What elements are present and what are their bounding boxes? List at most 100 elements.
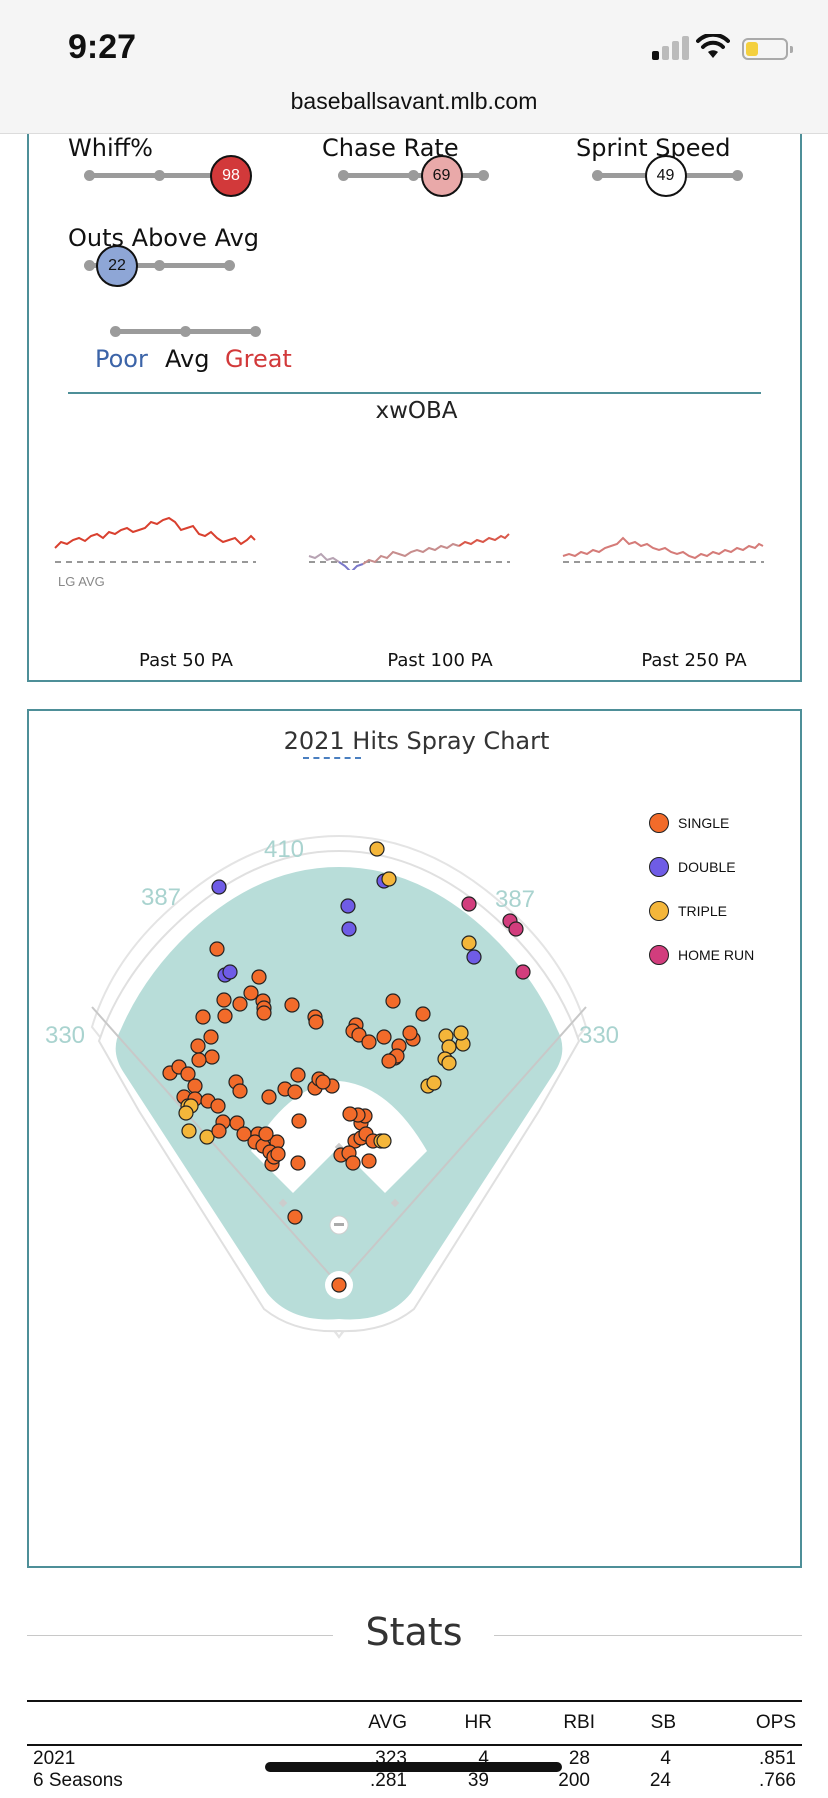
cell-sb: 24 [649,1770,671,1791]
hit-triple[interactable] [199,1129,215,1145]
hit-single[interactable] [203,1029,219,1045]
hit-single[interactable] [251,969,267,985]
hit-single[interactable] [402,1025,418,1041]
distance-left-line: 330 [45,1022,85,1049]
col-rbi[interactable]: RBI [563,1712,595,1733]
row-label: 6 Seasons [33,1770,123,1791]
percentile-bubble[interactable]: 22 [96,245,138,287]
legend-avg: Avg [165,345,210,373]
cell-rbi: 200 [558,1770,590,1791]
cell-avg: .281 [370,1770,407,1791]
col-ops[interactable]: OPS [755,1712,796,1733]
hit-single[interactable] [180,1066,196,1082]
xwoba-sparkline-250[interactable] [559,500,769,570]
hit-single[interactable] [191,1052,207,1068]
hit-single[interactable] [261,1089,277,1105]
hit-double[interactable] [466,949,482,965]
hit-single[interactable] [345,1155,361,1171]
metric-whiff: Whiff% 98 [68,134,268,204]
hit-home-run[interactable] [508,921,524,937]
clock: 9:27 [68,28,137,66]
hit-single[interactable] [315,1074,331,1090]
hit-single[interactable] [291,1113,307,1129]
hit-triple[interactable] [376,1133,392,1149]
hit-triple[interactable] [441,1055,457,1071]
hit-single[interactable] [204,1049,220,1065]
distance-right-line: 330 [579,1022,619,1049]
percentile-bubble[interactable]: 49 [644,155,687,197]
distance-left-center: 387 [141,884,181,911]
spray-chart-title[interactable]: 2021 Hits Spray Chart [283,727,550,755]
hit-single[interactable] [209,941,225,957]
hit-single[interactable] [381,1053,397,1069]
hit-single[interactable] [290,1155,306,1171]
hit-single[interactable] [210,1098,226,1114]
metric-label: Outs Above Avg [68,224,260,252]
stats-header-row: AVG HR RBI SB OPS [27,1702,802,1746]
spray-chart-card: 2021 Hits Spray Chart 410 387 387 330 33… [27,709,802,1568]
hit-double[interactable] [222,964,238,980]
hit-single[interactable] [216,992,232,1008]
hit-single[interactable] [342,1106,358,1122]
title-underline [303,757,361,759]
hit-single[interactable] [270,1146,286,1162]
hit-single[interactable] [187,1078,203,1094]
hit-single[interactable] [331,1277,347,1293]
hit-single[interactable] [217,1008,233,1024]
hit-single[interactable] [256,1005,272,1021]
baseball-field: 410 387 387 330 330 [45,834,619,1339]
hit-single[interactable] [243,985,259,1001]
hit-triple[interactable] [461,935,477,951]
hit-single[interactable] [195,1009,211,1025]
hit-single[interactable] [415,1006,431,1022]
stats-rule-left [27,1635,333,1636]
percentile-legend: Poor Avg Great [85,326,292,399]
hit-triple[interactable] [426,1075,442,1091]
hit-single[interactable] [376,1029,392,1045]
hit-home-run[interactable] [461,896,477,912]
hit-single[interactable] [284,997,300,1013]
hit-triple[interactable] [369,841,385,857]
hit-double[interactable] [341,921,357,937]
legend-great: Great [225,345,292,373]
percentile-bubble[interactable]: 69 [420,155,463,197]
hit-single[interactable] [287,1084,303,1100]
stats-rule-right [494,1635,802,1636]
col-avg[interactable]: AVG [368,1712,407,1733]
hit-single[interactable] [308,1014,324,1030]
distance-right-center: 387 [495,886,535,913]
col-sb[interactable]: SB [650,1712,676,1733]
hit-single[interactable] [229,1115,245,1131]
address-bar-url[interactable]: baseballsavant.mlb.com [290,88,538,114]
hit-single[interactable] [385,993,401,1009]
metric-chase-rate: Chase Rate 69 [322,134,522,204]
xwoba-sparkline-100[interactable] [305,500,515,570]
home-indicator[interactable] [265,1762,562,1772]
hit-single[interactable] [190,1038,206,1054]
hit-single[interactable] [211,1123,227,1139]
hit-single[interactable] [361,1034,377,1050]
hit-home-run[interactable] [515,964,531,980]
stats-table: AVG HR RBI SB OPS 2021 .323 4 28 4 .851 … [27,1700,802,1798]
hit-triple[interactable] [453,1025,469,1041]
period-label-250: Past 250 PA [641,650,747,671]
percentile-bubble[interactable]: 98 [210,155,252,197]
hit-triple[interactable] [178,1105,194,1121]
hit-single[interactable] [287,1209,303,1225]
cell-hr: 39 [467,1770,489,1791]
hit-single[interactable] [290,1067,306,1083]
row-label: 2021 [33,1748,76,1769]
cell-rbi: 28 [568,1748,590,1769]
hit-double[interactable] [211,879,227,895]
hit-single[interactable] [361,1153,377,1169]
col-hr[interactable]: HR [464,1712,492,1733]
hit-double[interactable] [340,898,356,914]
hit-triple[interactable] [381,871,397,887]
hit-triple[interactable] [181,1123,197,1139]
hit-single[interactable] [232,996,248,1012]
hit-single[interactable] [232,1083,248,1099]
xwoba-sparkline-50[interactable] [51,500,261,570]
hit-single[interactable] [258,1126,274,1142]
cell-ops: .851 [759,1748,796,1769]
legend-poor: Poor [95,345,148,373]
